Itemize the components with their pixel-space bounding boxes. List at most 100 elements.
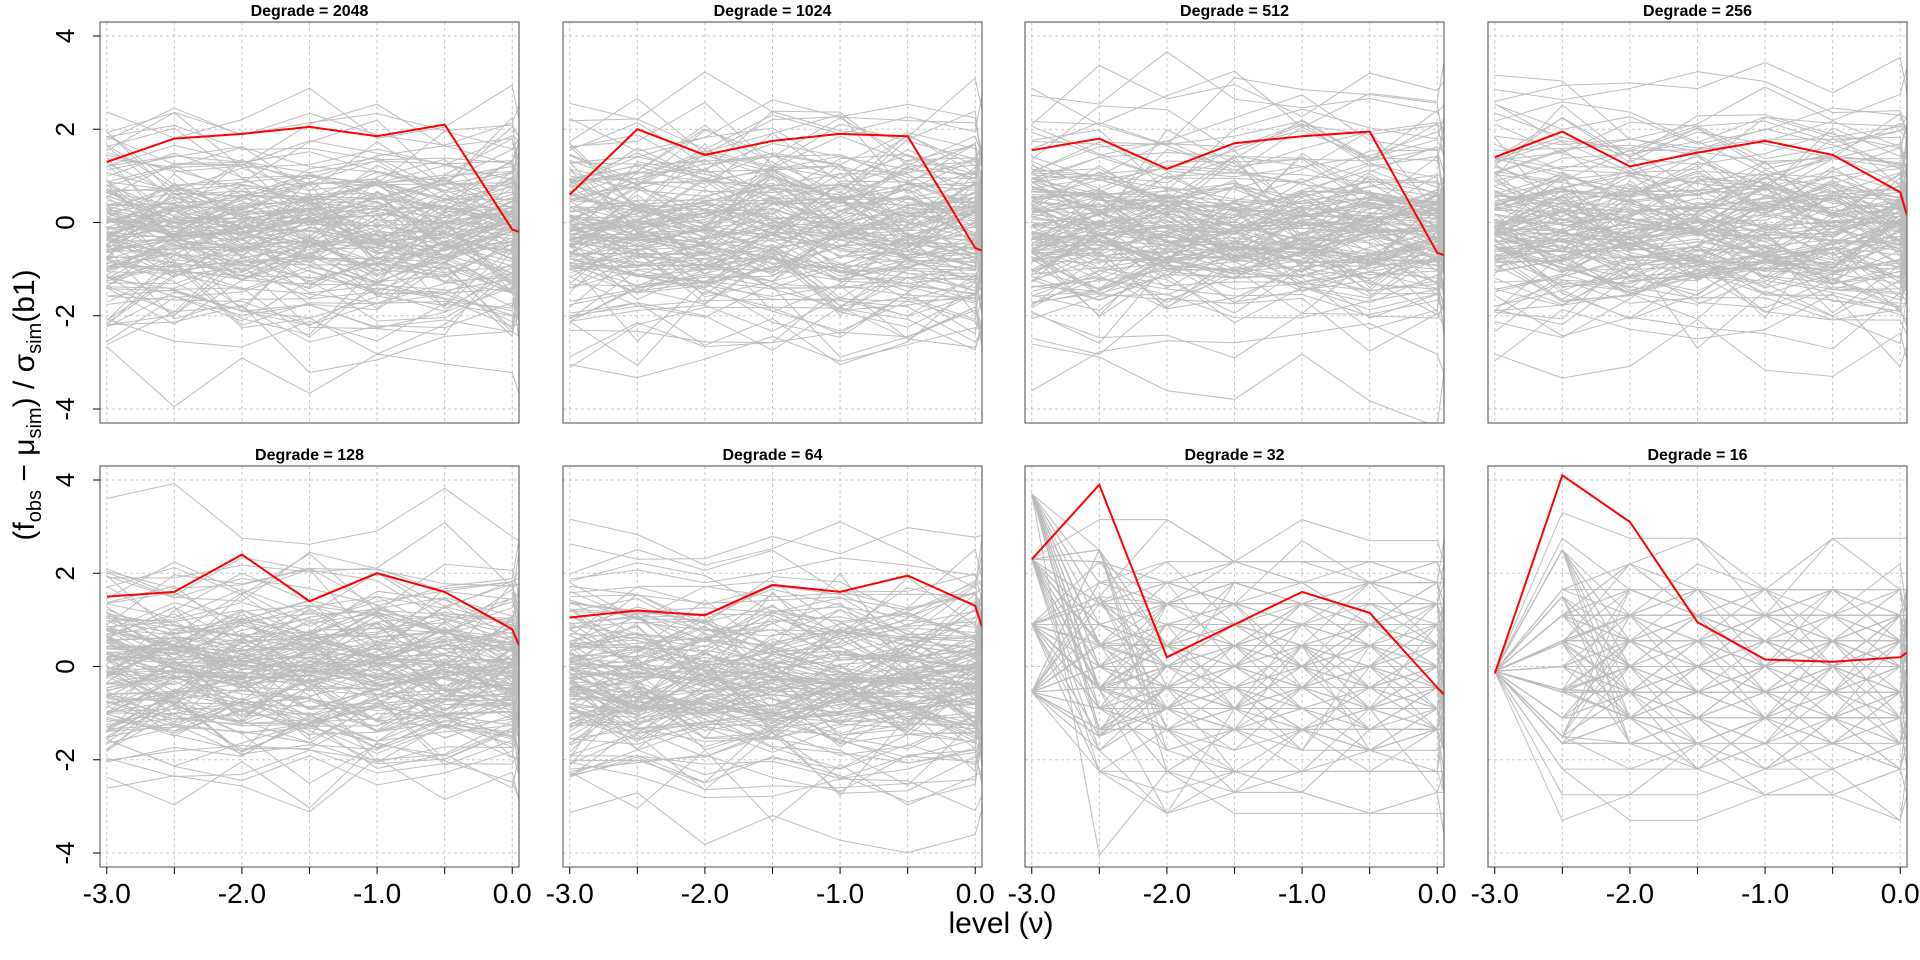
simulation-line <box>1494 548 1907 693</box>
simulation-line <box>106 103 519 178</box>
svg-text:(fobs − μsim) / σsim(b1): (fobs − μsim) / σsim(b1) <box>8 269 46 540</box>
simulation-line <box>569 633 982 708</box>
simulation-line <box>569 302 982 351</box>
simulation-line <box>569 168 982 238</box>
simulation-line <box>569 182 982 233</box>
simulation-line <box>106 637 519 705</box>
simulation-line <box>569 557 982 601</box>
x-tick-label: -3.0 <box>546 878 594 909</box>
simulation-line <box>1031 549 1444 730</box>
x-tick-label: -2.0 <box>1606 878 1654 909</box>
panel-frame <box>562 21 983 424</box>
simulation-line <box>569 518 982 589</box>
simulation-line <box>106 210 519 287</box>
y-axis-label: (fobs − μsim) / σsim(b1) <box>8 269 46 540</box>
simulation-line <box>569 231 982 296</box>
panel-title: Degrade = 64 <box>722 447 822 464</box>
simulation-line <box>1494 120 1907 161</box>
x-tick-label: -1.0 <box>1741 878 1789 909</box>
simulation-line <box>569 161 982 258</box>
simulation-line <box>106 599 519 676</box>
simulation-line <box>1494 254 1907 320</box>
panel-title: Degrade = 16 <box>1647 447 1747 464</box>
simulation-line <box>1494 319 1907 379</box>
simulation-line <box>1494 136 1907 234</box>
simulation-line <box>1494 201 1907 250</box>
simulation-line <box>569 590 982 667</box>
simulation-line <box>1494 124 1907 164</box>
simulation-line <box>1031 253 1444 319</box>
simulation-line <box>1031 493 1444 668</box>
simulation-line <box>106 604 519 681</box>
panel-8: Degrade = 16 -3.0 -2.0 -1.0 0.0 <box>1471 447 1920 909</box>
simulation-line <box>106 154 519 201</box>
simulation-line <box>106 606 519 661</box>
observed-line <box>569 128 982 252</box>
simulation-line <box>569 698 982 742</box>
simulation-line <box>1031 148 1444 217</box>
simulation-line <box>1494 589 1907 672</box>
simulation-line <box>106 178 519 261</box>
simulation-line <box>569 168 982 217</box>
simulation-line <box>1031 623 1444 710</box>
simulation-line <box>106 738 519 786</box>
simulation-line <box>1031 262 1444 344</box>
simulation-line <box>106 677 519 733</box>
panel-title: Degrade = 256 <box>1643 3 1752 20</box>
simulation-line <box>106 721 519 789</box>
simulation-line <box>569 143 982 210</box>
simulation-line <box>1031 558 1444 626</box>
simulation-line <box>1031 559 1444 751</box>
simulation-line <box>569 633 982 710</box>
simulation-line <box>569 142 982 232</box>
simulation-line <box>1494 588 1907 672</box>
simulation-line <box>106 626 519 681</box>
simulation-line <box>106 577 519 623</box>
simulation-line <box>106 687 519 742</box>
simulation-line <box>1031 686 1444 773</box>
ylabel-sub-obs: obs <box>24 490 46 522</box>
simulation-line <box>106 614 519 652</box>
simulation-line <box>1494 639 1907 719</box>
simulation-line <box>1031 263 1444 316</box>
simulation-line <box>1494 104 1907 188</box>
simulation-line <box>569 327 982 379</box>
simulation-line <box>106 271 519 355</box>
simulation-line <box>569 194 982 273</box>
simulation-line <box>1031 164 1444 209</box>
simulation-line <box>569 660 982 727</box>
simulation-line <box>106 238 519 282</box>
y-tick-label: 0 <box>50 659 80 673</box>
simulation-line <box>1494 589 1907 672</box>
simulation-line <box>1031 189 1444 238</box>
simulation-line <box>1494 103 1907 145</box>
simulation-line <box>1494 511 1907 672</box>
simulation-line <box>1031 493 1444 738</box>
simulation-line <box>1031 249 1444 303</box>
simulation-line <box>569 659 982 720</box>
simulation-line <box>569 685 982 723</box>
simulation-line <box>1494 249 1907 320</box>
simulation-line <box>569 664 982 750</box>
simulation-line <box>569 710 982 745</box>
simulation-line <box>106 618 519 665</box>
simulation-line <box>106 744 519 774</box>
simulation-line <box>1031 77 1444 150</box>
simulation-line <box>1494 56 1907 102</box>
simulation-line <box>106 178 519 232</box>
panel-grid: Degrade = 2048 -4 -2 0 2 4 Degrade = 1024 Degra… <box>50 3 1920 909</box>
simulation-line <box>1031 160 1444 228</box>
simulation-line <box>106 211 519 278</box>
panel-title: Degrade = 2048 <box>251 3 369 20</box>
simulation-line <box>1494 180 1907 257</box>
simulation-line <box>1494 548 1907 770</box>
simulation-line <box>569 707 982 764</box>
simulation-line <box>106 204 519 238</box>
simulation-line <box>1494 230 1907 273</box>
simulation-line <box>1031 518 1444 625</box>
simulation-line <box>106 179 519 238</box>
simulation-line <box>569 678 982 724</box>
simulation-line <box>106 270 519 329</box>
simulation-line <box>106 668 519 712</box>
simulation-line <box>1494 245 1907 292</box>
